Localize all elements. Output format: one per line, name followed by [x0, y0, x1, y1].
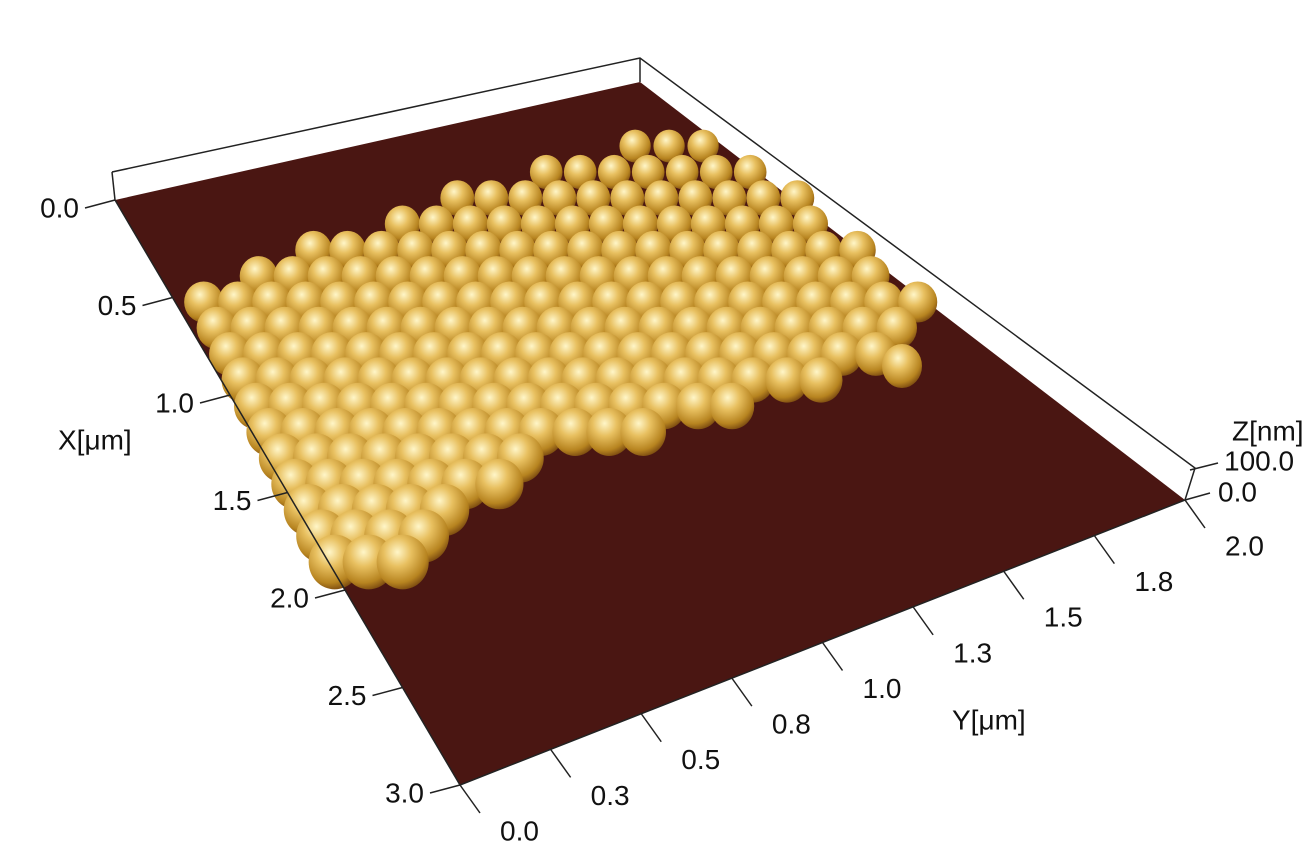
y-tick-label: 0.8 [772, 709, 811, 740]
z-tick [1185, 493, 1210, 500]
x-tick-label: 0.0 [40, 192, 79, 223]
y-tick [1094, 536, 1114, 564]
y-tick [1004, 571, 1024, 599]
y-tick-label: 1.0 [863, 673, 902, 704]
bead [710, 383, 754, 430]
y-tick-label: 0.3 [591, 780, 630, 811]
x-tick-label: 2.5 [328, 680, 367, 711]
y-tick-label: 1.8 [1134, 566, 1173, 597]
y-tick [732, 678, 752, 706]
y-tick [551, 749, 571, 777]
x-tick-label: 3.0 [385, 777, 424, 808]
x-tick-label: 2.0 [270, 582, 309, 613]
x-axis-label: X[μm] [58, 424, 132, 455]
z-tick-label: 100.0 [1224, 445, 1294, 476]
y-tick [460, 785, 480, 813]
x-tick [430, 785, 460, 793]
z-axis-label: Z[nm] [1232, 415, 1304, 446]
box-edge [112, 172, 115, 200]
y-tick-label: 0.5 [681, 744, 720, 775]
bead [800, 357, 843, 402]
y-tick [641, 714, 661, 742]
x-tick [373, 688, 403, 696]
bead [882, 344, 922, 388]
y-tick [913, 607, 933, 635]
y-tick [1185, 500, 1205, 528]
y-axis-label: Y[μm] [952, 704, 1026, 735]
bead [377, 535, 429, 590]
y-tick-label: 1.5 [1044, 602, 1083, 633]
page: 0.0 0.5 1.0 1.5 2.0 2.5 3.0 0.0 0.3 0.5 0.8 1.0 1.3 1… [0, 0, 1316, 841]
z-tick-label: 0.0 [1218, 476, 1257, 507]
bead [475, 459, 523, 510]
x-tick-label: 1.5 [213, 485, 252, 516]
afm-3d-image: 0.0 0.5 1.0 1.5 2.0 2.5 3.0 0.0 0.3 0.5 0.8 1.0 1.3 1… [0, 0, 1316, 841]
x-tick-label: 0.5 [98, 290, 137, 321]
x-tick [143, 298, 173, 306]
y-tick [823, 643, 843, 671]
x-tick-label: 1.0 [155, 387, 194, 418]
bead [620, 408, 666, 456]
y-tick-label: 2.0 [1225, 530, 1264, 561]
x-tick [315, 590, 345, 598]
x-tick [85, 200, 115, 208]
y-tick-label: 0.0 [500, 815, 539, 841]
x-tick [200, 395, 230, 403]
y-tick-label: 1.3 [953, 637, 992, 668]
